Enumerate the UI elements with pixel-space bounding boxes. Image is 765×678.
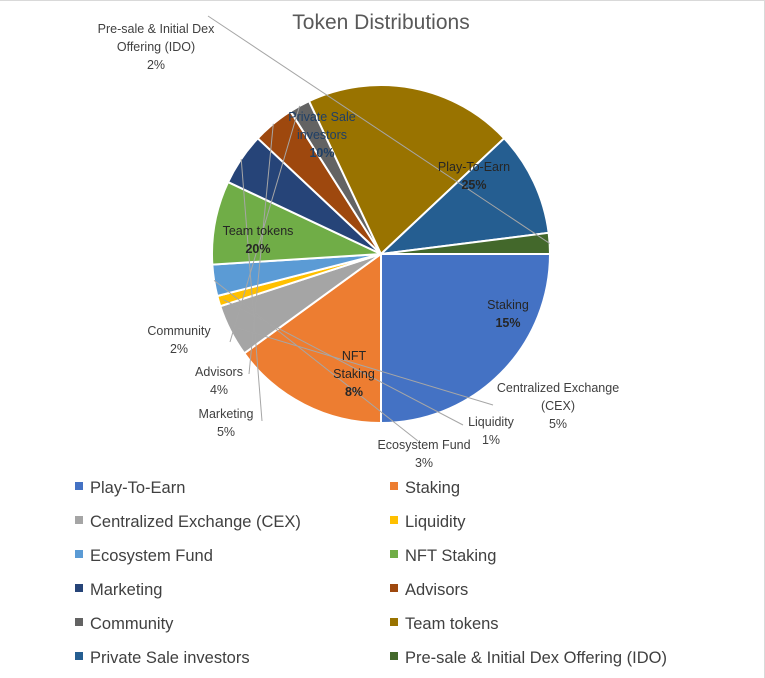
slice-percent: 5%: [549, 417, 567, 431]
leader-line: [207, 15, 550, 244]
slice-label-nft-staking: NFT Staking 8%: [333, 349, 375, 399]
slice-name: Offering (IDO): [117, 40, 195, 54]
slice-name: Staking: [487, 298, 529, 312]
slice-name: investors: [297, 128, 347, 142]
legend-label: Community: [90, 615, 174, 633]
legend-label: Team tokens: [405, 615, 499, 633]
legend-label: Advisors: [405, 581, 468, 599]
slice-label-play-to-earn: Play-To-Earn 25%: [438, 160, 510, 192]
slice-name: Marketing: [199, 407, 254, 421]
legend-item: Private Sale investors: [75, 649, 250, 667]
legend-swatch: [390, 584, 398, 592]
legend-label: Liquidity: [405, 513, 466, 531]
slice-percent: 2%: [147, 58, 165, 72]
legend-item: Play-To-Earn: [75, 479, 185, 497]
slice-label-pre-sale-initial-dex-offering-ido: Pre-sale & Initial Dex Offering (IDO) 2%: [98, 22, 215, 72]
legend-label: Centralized Exchange (CEX): [90, 513, 301, 531]
slice-percent: 25%: [461, 178, 486, 192]
slice-label-ecosystem-fund: Ecosystem Fund 3%: [377, 438, 470, 470]
leader-line: [240, 158, 263, 422]
legend-item: Pre-sale & Initial Dex Offering (IDO): [390, 649, 667, 667]
legend-label: Marketing: [90, 581, 162, 599]
pie-slices: [210, 83, 552, 425]
legend: Play-To-Earn Staking Centralized Exchange …: [75, 479, 667, 667]
slice-name: (CEX): [541, 399, 575, 413]
legend-item: NFT Staking: [390, 547, 496, 565]
legend-label: Staking: [405, 479, 460, 497]
legend-item: Advisors: [390, 581, 468, 599]
legend-label: Private Sale investors: [90, 649, 250, 667]
pie-slice-private-sale-investors: [378, 136, 550, 256]
slice-name: Ecosystem Fund: [377, 438, 470, 452]
slice-percent: 15%: [495, 316, 520, 330]
slice-label-staking: Staking 15%: [487, 298, 529, 330]
slice-label-community: Community 2%: [147, 324, 211, 356]
slice-labels: Play-To-Earn 25% Staking 15% Centralized Exc…: [98, 22, 620, 470]
legend-item: Centralized Exchange (CEX): [75, 513, 301, 531]
legend-label: NFT Staking: [405, 547, 496, 565]
legend-item: Staking: [390, 479, 460, 497]
slice-name: Private Sale: [288, 110, 355, 124]
slice-label-marketing: Marketing 5%: [199, 407, 254, 439]
leader-line: [248, 123, 274, 375]
slice-name: Team tokens: [223, 224, 294, 238]
legend-swatch: [390, 482, 398, 490]
legend-swatch: [75, 584, 83, 592]
legend-swatch: [390, 550, 398, 558]
legend-swatch: [75, 652, 83, 660]
legend-item: Marketing: [75, 581, 162, 599]
slice-name: Community: [147, 324, 211, 338]
leader-line: [213, 280, 419, 442]
leader-line: [223, 299, 464, 426]
legend-item: Ecosystem Fund: [75, 547, 213, 565]
slice-percent: 1%: [482, 433, 500, 447]
slice-name: Advisors: [195, 365, 243, 379]
legend-swatch: [390, 652, 398, 660]
slice-name: NFT: [342, 349, 367, 363]
legend-swatch: [75, 482, 83, 490]
slice-name: Liquidity: [468, 415, 515, 429]
legend-label: Ecosystem Fund: [90, 547, 213, 565]
slice-name: Staking: [333, 367, 375, 381]
slice-percent: 4%: [210, 383, 228, 397]
leader-line: [229, 105, 301, 343]
legend-swatch: [390, 618, 398, 626]
slice-percent: 5%: [217, 425, 235, 439]
legend-item: Liquidity: [390, 513, 466, 531]
slice-label-private-sale-investors: Private Sale investors 10%: [288, 110, 355, 160]
leader-line: [236, 327, 494, 406]
legend-swatch: [75, 550, 83, 558]
slice-label-team-tokens: Team tokens 20%: [223, 224, 294, 256]
slice-label-liquidity: Liquidity 1%: [468, 415, 515, 447]
legend-item: Community: [75, 615, 174, 633]
slice-percent: 8%: [345, 385, 363, 399]
pie-slice-play-to-earn: [380, 253, 552, 425]
slice-percent: 3%: [415, 456, 433, 470]
slice-label-advisors: Advisors 4%: [195, 365, 243, 397]
slice-name: Play-To-Earn: [438, 160, 510, 174]
slice-percent: 20%: [245, 242, 270, 256]
legend-swatch: [390, 516, 398, 524]
legend-item: Team tokens: [390, 615, 499, 633]
legend-swatch: [75, 618, 83, 626]
slice-percent: 2%: [170, 342, 188, 356]
slice-label-centralized-exchange-cex: Centralized Exchange (CEX) 5%: [497, 381, 619, 431]
slice-percent: 10%: [309, 146, 334, 160]
chart-title: Token Distributions: [292, 11, 469, 34]
pie-slice-team-tokens: [307, 83, 506, 256]
legend-label: Pre-sale & Initial Dex Offering (IDO): [405, 649, 667, 667]
leader-lines: [207, 15, 550, 442]
pie-slice-staking: [242, 252, 382, 425]
slice-name: Pre-sale & Initial Dex: [98, 22, 215, 36]
legend-label: Play-To-Earn: [90, 479, 185, 497]
slice-name: Centralized Exchange: [497, 381, 619, 395]
legend-swatch: [75, 516, 83, 524]
